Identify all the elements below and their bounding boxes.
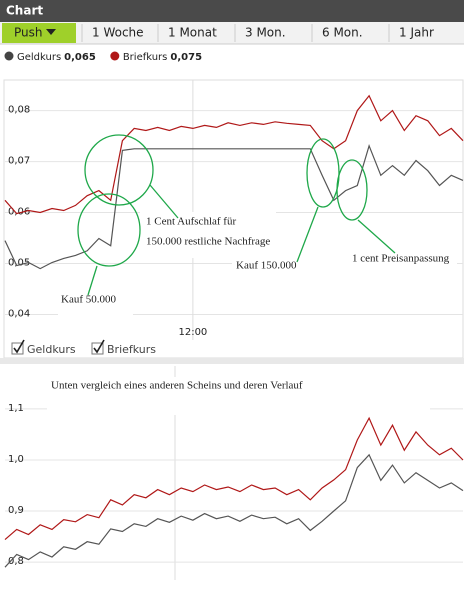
annotation: 1 cent Preisanpassung bbox=[352, 253, 450, 265]
legend-label[interactable]: Geldkurs bbox=[27, 343, 76, 356]
separator bbox=[0, 358, 464, 364]
chart-title: Unten vergleich eines anderen Scheins un… bbox=[51, 380, 303, 392]
active-tab-bg bbox=[2, 23, 76, 43]
title-box bbox=[47, 377, 430, 415]
header-title: Chart bbox=[6, 4, 43, 18]
quote-value: 0,075 bbox=[170, 52, 202, 63]
y-tick-label: 0,07 bbox=[8, 156, 30, 167]
quotes: Geldkurs 0,065 Briefkurs 0,075 bbox=[4, 51, 202, 63]
series-line bbox=[4, 143, 464, 270]
annotation-box bbox=[345, 248, 457, 270]
tab[interactable]: 1 Woche bbox=[92, 26, 144, 40]
y-tick-label: 1,0 bbox=[8, 454, 24, 465]
tab-bar bbox=[0, 22, 464, 44]
tab[interactable]: 1 Monat bbox=[168, 26, 217, 40]
y-tick-label: 0,08 bbox=[8, 105, 30, 116]
series-line bbox=[4, 94, 464, 215]
annotation: 150.000 restliche Nachfrage bbox=[146, 236, 270, 248]
x-tick-label: 12:00 bbox=[178, 327, 207, 338]
tab[interactable]: 6 Mon. bbox=[322, 26, 363, 40]
series-line bbox=[4, 416, 464, 541]
legend-label[interactable]: Briefkurs bbox=[107, 343, 156, 356]
quote-name: Geldkurs bbox=[17, 52, 61, 63]
annotation-box bbox=[140, 212, 276, 258]
tabs: Push 1 Woche 1 Monat 3 Mon. 6 Mon. 1 Jahr bbox=[14, 24, 434, 42]
tab[interactable]: 3 Mon. bbox=[245, 26, 286, 40]
annotation: Kauf 150.000 bbox=[236, 260, 297, 272]
checkbox[interactable] bbox=[11, 342, 24, 355]
checkmark bbox=[93, 339, 105, 354]
y-tick-label: 0,9 bbox=[8, 505, 24, 516]
annotation-shapes bbox=[77, 134, 396, 296]
header-bar bbox=[0, 0, 464, 22]
annotation-box bbox=[232, 256, 353, 300]
y-tick-label: 1,1 bbox=[8, 403, 24, 414]
quote-name: Briefkurs bbox=[123, 52, 168, 63]
y-tick-label: 0,06 bbox=[8, 207, 30, 218]
chart-2: 0,8 0,9 1,0 1,1 Unten vergleich eines andere… bbox=[4, 377, 464, 568]
quote-dot bbox=[4, 51, 14, 61]
quote-value: 0,065 bbox=[64, 52, 96, 63]
chart-1: 0,04 0,05 0,06 0,07 0,08 12:00 1 Cent Aufschla… bbox=[4, 80, 464, 356]
series-line bbox=[4, 453, 464, 568]
checkbox[interactable] bbox=[91, 342, 104, 355]
y-tick-label: 0,8 bbox=[8, 556, 24, 567]
annotation-box bbox=[58, 290, 133, 335]
y-tick-label: 0,04 bbox=[8, 309, 30, 320]
annotation: Kauf 50.000 bbox=[61, 294, 116, 306]
annotation: 1 Cent Aufschlaf für bbox=[146, 216, 236, 228]
y-tick-label: 0,05 bbox=[8, 258, 30, 269]
quote-dot bbox=[110, 51, 120, 61]
dropdown-arrow bbox=[46, 29, 56, 35]
tab[interactable]: Push bbox=[14, 26, 43, 40]
tab[interactable]: 1 Jahr bbox=[399, 26, 434, 40]
checkmark bbox=[13, 339, 25, 354]
